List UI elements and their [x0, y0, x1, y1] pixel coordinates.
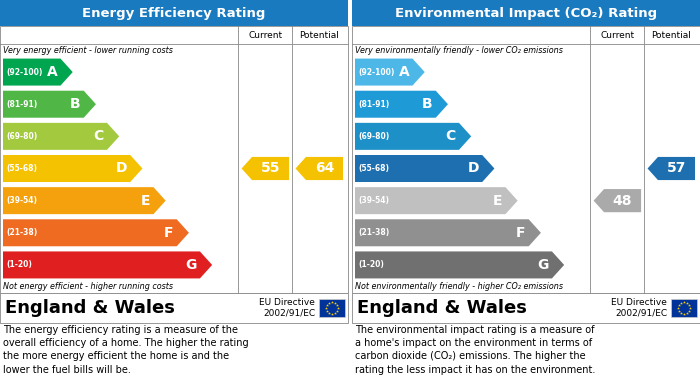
Text: (69-80): (69-80) [358, 132, 389, 141]
Polygon shape [3, 91, 96, 118]
Bar [352, 26, 700, 293]
Polygon shape [3, 187, 166, 214]
Text: A: A [47, 65, 57, 79]
Text: (81-91): (81-91) [6, 100, 37, 109]
Bar [319, 299, 345, 317]
Polygon shape [594, 189, 641, 212]
Text: E: E [141, 194, 150, 208]
Text: Potential: Potential [652, 30, 691, 39]
Text: F: F [516, 226, 526, 240]
Text: (21-38): (21-38) [6, 228, 37, 237]
Text: The energy efficiency rating is a measure of the
overall efficiency of a home. T: The energy efficiency rating is a measur… [3, 325, 248, 375]
Text: D: D [116, 161, 127, 176]
Text: C: C [446, 129, 456, 143]
Polygon shape [648, 157, 695, 180]
Text: G: G [538, 258, 549, 272]
Polygon shape [355, 219, 541, 246]
Text: (92-100): (92-100) [358, 68, 394, 77]
Text: Not energy efficient - higher running costs: Not energy efficient - higher running co… [3, 282, 173, 291]
Text: Very energy efficient - lower running costs: Very energy efficient - lower running co… [3, 46, 173, 55]
Polygon shape [295, 157, 343, 180]
Polygon shape [241, 157, 289, 180]
Text: 64: 64 [315, 161, 334, 176]
Text: England & Wales: England & Wales [357, 299, 527, 317]
Text: England & Wales: England & Wales [5, 299, 175, 317]
Bar [352, 0, 700, 26]
Text: Current: Current [248, 30, 282, 39]
Polygon shape [355, 251, 564, 278]
Text: 48: 48 [612, 194, 632, 208]
Text: Energy Efficiency Rating: Energy Efficiency Rating [83, 7, 266, 20]
Polygon shape [355, 59, 425, 86]
Text: Potential: Potential [300, 30, 339, 39]
Text: (1-20): (1-20) [358, 260, 384, 269]
Polygon shape [3, 123, 119, 150]
Polygon shape [3, 59, 73, 86]
Text: 57: 57 [667, 161, 686, 176]
Polygon shape [3, 219, 189, 246]
Text: The environmental impact rating is a measure of
a home's impact on the environme: The environmental impact rating is a mea… [355, 325, 596, 375]
Polygon shape [355, 123, 471, 150]
Text: (55-68): (55-68) [6, 164, 37, 173]
Text: (92-100): (92-100) [6, 68, 43, 77]
Text: Current: Current [601, 30, 634, 39]
Text: 55: 55 [261, 161, 280, 176]
Text: (55-68): (55-68) [358, 164, 389, 173]
Bar [0, 0, 348, 26]
Polygon shape [355, 155, 494, 182]
Text: EU Directive
2002/91/EC: EU Directive 2002/91/EC [611, 298, 667, 318]
Polygon shape [355, 91, 448, 118]
Text: Environmental Impact (CO₂) Rating: Environmental Impact (CO₂) Rating [395, 7, 657, 20]
Text: (21-38): (21-38) [358, 228, 389, 237]
Bar [671, 299, 697, 317]
Bar [352, 293, 700, 323]
Text: Not environmentally friendly - higher CO₂ emissions: Not environmentally friendly - higher CO… [355, 282, 563, 291]
Text: E: E [493, 194, 503, 208]
Text: F: F [164, 226, 174, 240]
Text: EU Directive
2002/91/EC: EU Directive 2002/91/EC [259, 298, 315, 318]
Text: Very environmentally friendly - lower CO₂ emissions: Very environmentally friendly - lower CO… [355, 46, 563, 55]
Polygon shape [3, 155, 142, 182]
Text: (81-91): (81-91) [358, 100, 389, 109]
Bar [0, 26, 348, 293]
Polygon shape [355, 187, 518, 214]
Polygon shape [3, 251, 212, 278]
Text: A: A [399, 65, 409, 79]
Text: (1-20): (1-20) [6, 260, 32, 269]
Text: B: B [70, 97, 80, 111]
Text: B: B [422, 97, 433, 111]
Text: D: D [468, 161, 480, 176]
Text: (69-80): (69-80) [6, 132, 37, 141]
Text: (39-54): (39-54) [6, 196, 37, 205]
Text: C: C [94, 129, 104, 143]
Text: (39-54): (39-54) [358, 196, 389, 205]
Text: G: G [186, 258, 197, 272]
Bar [0, 293, 348, 323]
